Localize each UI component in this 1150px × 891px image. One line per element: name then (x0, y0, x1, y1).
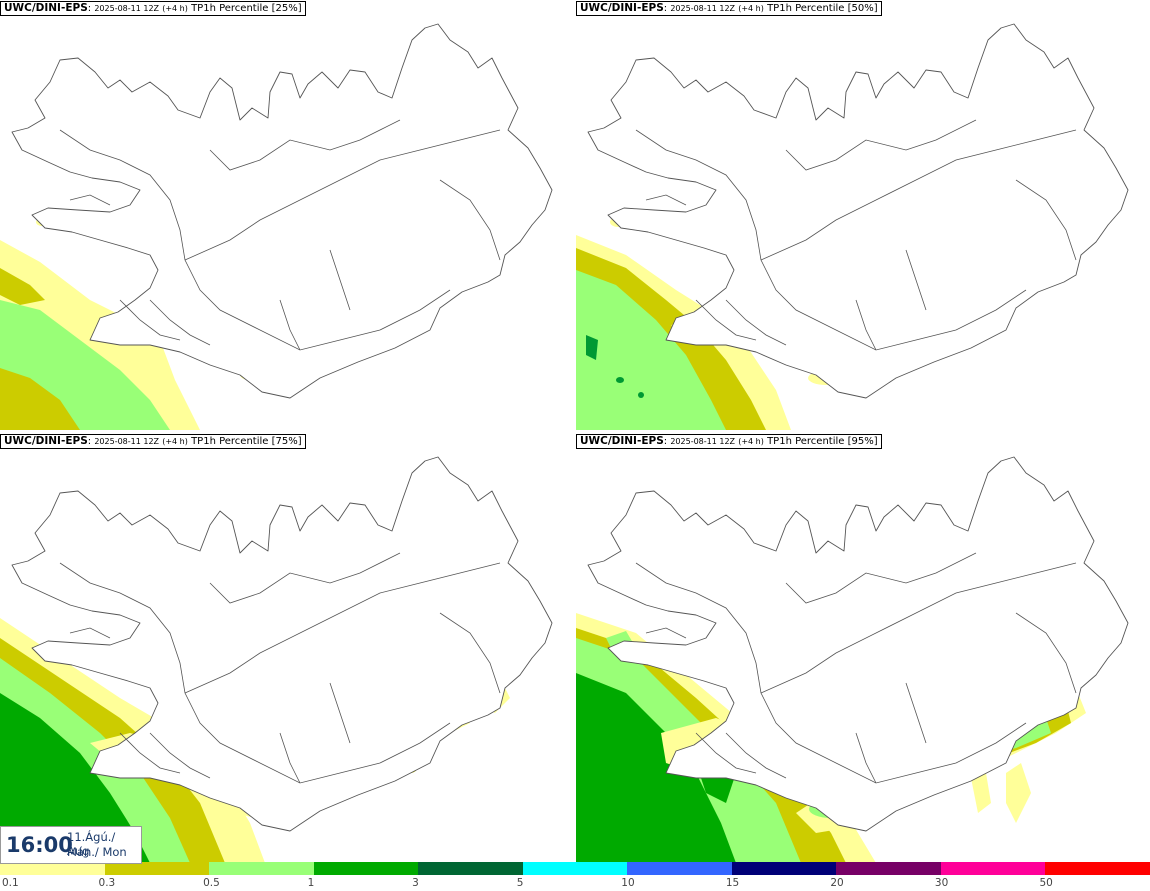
legend-label: 30 (934, 877, 949, 889)
valid-time-box: 16:00 11.Ágú./ Aug Mán./ Mon (0, 826, 142, 864)
model-name: UWC/DINI-EPS (4, 435, 88, 447)
run-time: 2025-08-11 12Z (94, 437, 160, 446)
legend-swatch (0, 862, 105, 875)
valid-day: Mán./ Mon (67, 845, 127, 859)
product-name: TP1h Percentile [25%] (191, 3, 302, 14)
lead-time: (+4 h) (162, 4, 188, 13)
precip-map (576, 23, 1129, 430)
legend-label: 20 (830, 877, 844, 889)
panel-title: UWC/DINI-EPS: 2025-08-11 12Z (+4 h) TP1h… (576, 1, 882, 16)
map-panel-p75: UWC/DINI-EPS: 2025-08-11 12Z (+4 h) TP1h… (0, 433, 574, 863)
legend-swatch (627, 862, 733, 875)
legend-swatch (836, 862, 942, 875)
legend-swatch (522, 862, 628, 875)
run-time: 2025-08-11 12Z (670, 437, 736, 446)
precip-map (576, 456, 1129, 863)
panel-title: UWC/DINI-EPS: 2025-08-11 12Z (+4 h) TP1h… (576, 434, 882, 449)
lead-time: (+4 h) (738, 437, 764, 446)
lead-time: (+4 h) (162, 437, 188, 446)
run-time: 2025-08-11 12Z (94, 4, 160, 13)
map-panel-p50: UWC/DINI-EPS: 2025-08-11 12Z (+4 h) TP1h… (576, 0, 1150, 430)
legend-label: 0.5 (203, 877, 220, 889)
legend-label: 15 (725, 877, 740, 889)
lead-time: (+4 h) (738, 4, 764, 13)
legend-label: 0.3 (98, 877, 116, 889)
model-name: UWC/DINI-EPS (4, 2, 88, 14)
model-name: UWC/DINI-EPS (580, 435, 664, 447)
legend-swatch (209, 862, 315, 875)
legend-label: 50 (1039, 877, 1053, 889)
legend-swatch (104, 862, 210, 875)
panel-title: UWC/DINI-EPS: 2025-08-11 12Z (+4 h) TP1h… (0, 434, 306, 449)
precip-map (0, 456, 553, 863)
legend-swatch (731, 862, 837, 875)
legend-swatch (940, 862, 1046, 875)
legend-label: 3 (412, 877, 419, 889)
product-name: TP1h Percentile [95%] (767, 436, 878, 447)
valid-time: 16:00 (6, 833, 73, 857)
legend-swatch (418, 862, 524, 875)
run-time: 2025-08-11 12Z (670, 4, 736, 13)
legend-swatch (1045, 862, 1150, 875)
color-legend: 0.1 0.3 0.5 1 3 5 10 15 20 30 50 (0, 862, 1150, 891)
legend-label: 10 (621, 877, 635, 889)
map-panel-p25: UWC/DINI-EPS: 2025-08-11 12Z (+4 h) TP1h… (0, 0, 574, 430)
panel-title: UWC/DINI-EPS: 2025-08-11 12Z (+4 h) TP1h… (0, 1, 306, 16)
valid-date: 11.Ágú./ Aug (67, 830, 116, 858)
map-panel-p95: UWC/DINI-EPS: 2025-08-11 12Z (+4 h) TP1h… (576, 433, 1150, 863)
legend-label: 1 (307, 877, 315, 889)
product-name: TP1h Percentile [75%] (191, 436, 302, 447)
legend-label: 5 (516, 877, 524, 889)
product-name: TP1h Percentile [50%] (767, 3, 878, 14)
legend-swatch (313, 862, 419, 875)
legend-label: 0.1 (2, 877, 19, 889)
model-name: UWC/DINI-EPS (580, 2, 664, 14)
precip-map (0, 23, 553, 430)
